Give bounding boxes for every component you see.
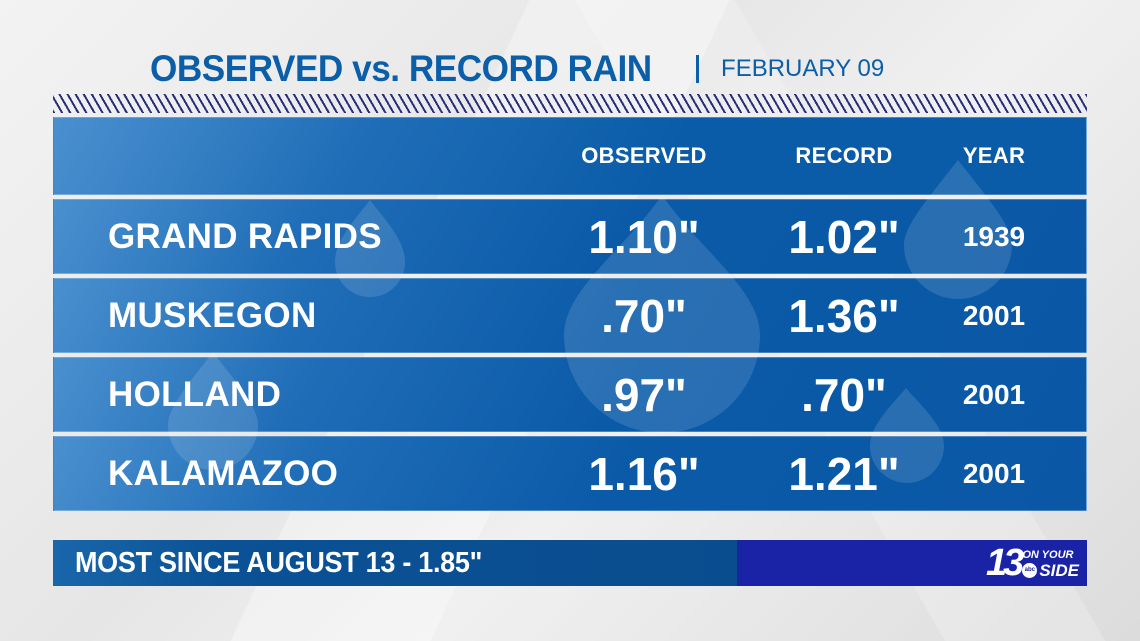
record-value: .70" (801, 368, 887, 421)
abc-network-icon: abc (1022, 562, 1038, 578)
record-value: 1.02" (788, 210, 900, 263)
table-row: KALAMAZOO 1.16" 1.21" 2001 (53, 436, 1087, 511)
logo-bar: 13 ON YOUR abc SIDE (737, 540, 1087, 586)
city-name: GRAND RAPIDS (108, 216, 382, 256)
observed-value: .97" (601, 368, 687, 421)
observed-value: .70" (601, 289, 687, 342)
record-year: 1939 (962, 220, 1026, 252)
column-header-record: RECORD (795, 143, 893, 168)
page-title: OBSERVED vs. RECORD RAIN (150, 48, 652, 89)
table-row: GRAND RAPIDS 1.10" 1.02" 1939 (53, 199, 1087, 274)
footer-text: MOST SINCE AUGUST 13 - 1.85" (75, 546, 483, 579)
record-year: 2001 (962, 378, 1026, 410)
city-name: MUSKEGON (108, 295, 317, 335)
logo-tagline-bottom: SIDE (1039, 560, 1079, 580)
date-label: FEBRUARY 09 (721, 55, 885, 82)
record-year: 2001 (962, 457, 1026, 489)
table-row: HOLLAND .97" .70" 2001 (53, 357, 1087, 432)
observed-value: 1.10" (588, 210, 700, 263)
logo-number: 13 (986, 542, 1024, 584)
footer-banner: MOST SINCE AUGUST 13 - 1.85" (53, 540, 737, 586)
table-row: MUSKEGON .70" 1.36" 2001 (53, 278, 1087, 353)
title-divider (696, 55, 700, 83)
table-header: OBSERVED RECORD YEAR (53, 117, 1087, 195)
column-header-year: YEAR (962, 143, 1026, 168)
hatched-divider (53, 94, 1087, 113)
logo-tagline-top: ON YOUR (1022, 548, 1074, 561)
record-value: 1.21" (788, 447, 900, 500)
logo-tagline: ON YOUR abc SIDE (1022, 548, 1079, 579)
station-logo: 13 ON YOUR abc SIDE (986, 544, 1079, 582)
column-header-observed: OBSERVED (581, 143, 707, 168)
logo-tagline-bottom-wrap: abc SIDE (1022, 562, 1079, 579)
record-year: 2001 (962, 299, 1026, 331)
city-name: HOLLAND (108, 374, 282, 414)
record-value: 1.36" (788, 289, 900, 342)
observed-value: 1.16" (588, 447, 700, 500)
city-name: KALAMAZOO (108, 453, 339, 493)
title-row: OBSERVED vs. RECORD RAIN FEBRUARY 09 (150, 44, 884, 94)
